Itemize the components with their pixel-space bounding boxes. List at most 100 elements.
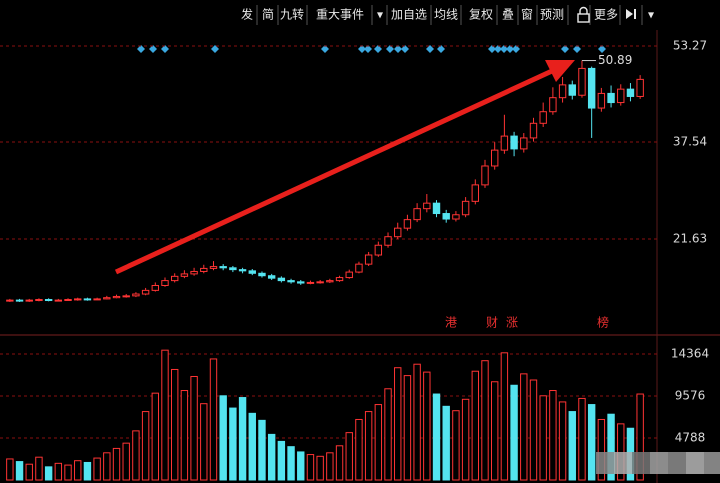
candle-body — [132, 293, 140, 297]
volume-bar — [44, 466, 53, 481]
toolbar: 发简九转 重大事件 ▾ 加自选 均线 复权叠窗预测 更多 ▾ — [241, 5, 654, 25]
toolbar-button[interactable]: 加自选 — [391, 8, 427, 22]
candle-body — [481, 165, 489, 186]
candle-body — [617, 88, 625, 104]
volume-bar — [481, 360, 489, 481]
candle-body — [209, 266, 218, 269]
candle-body — [394, 227, 402, 238]
candle-body — [471, 184, 480, 202]
toolbar-button[interactable]: 简 — [262, 8, 274, 22]
candle-body — [122, 295, 130, 298]
volume-bar — [520, 373, 528, 481]
candle-body — [287, 280, 295, 283]
volume-bar — [490, 381, 499, 481]
volume-bar — [15, 461, 24, 481]
volume-bar — [122, 442, 130, 481]
y-tick-label: 37.54 — [673, 134, 707, 148]
candle-body — [326, 280, 334, 283]
y-tick-label: 21.63 — [673, 231, 707, 245]
volume-bar — [219, 395, 227, 481]
candle-body — [248, 270, 256, 274]
expand-icon[interactable] — [626, 9, 636, 19]
volume-bar — [558, 401, 567, 481]
candle-body — [490, 149, 499, 167]
candle-body — [44, 299, 53, 302]
toolbar-button[interactable]: 均线 — [434, 8, 458, 22]
volume-bar — [452, 410, 460, 481]
candle-body — [200, 267, 208, 272]
volume-bar — [403, 375, 412, 481]
candle-body — [112, 295, 121, 299]
candle-body — [277, 277, 286, 282]
volume-bar — [384, 388, 392, 481]
candle-body — [442, 213, 450, 220]
candle-body — [384, 236, 392, 246]
candle-body — [93, 298, 101, 301]
volume-bar — [64, 464, 72, 481]
candle-body — [219, 266, 227, 269]
candle-body — [170, 275, 179, 282]
candle-body — [345, 271, 353, 279]
volume-bar — [335, 445, 344, 481]
lock-icon[interactable] — [577, 6, 590, 23]
candle-body — [403, 219, 412, 229]
volume-bar — [267, 433, 276, 481]
volume-bar — [355, 418, 363, 481]
candle-body — [520, 137, 528, 150]
volume-bar — [539, 395, 547, 481]
candle-body — [103, 297, 111, 300]
candle-body — [64, 299, 72, 302]
candle-body — [452, 214, 460, 220]
volume-bar — [297, 451, 305, 481]
candle-body — [190, 270, 198, 275]
volume-bar — [394, 367, 402, 481]
volume-bar — [132, 430, 140, 481]
toolbar-button[interactable]: 重大事件 — [316, 8, 364, 22]
plot-area: 21.63 37.54 53.27 50.89 港 财涨 榜 4788 9576 14364 — [0, 39, 709, 481]
y-tick-label: 4788 — [675, 431, 706, 445]
volume-bar — [74, 460, 82, 481]
event-annotation: 港 — [445, 316, 457, 330]
candle-body — [141, 289, 150, 295]
candle-body — [423, 202, 431, 210]
volume-bar — [83, 461, 92, 481]
volume-bar — [345, 432, 353, 481]
y-tick-label: 53.27 — [673, 39, 707, 53]
candle-body — [238, 269, 247, 272]
candle-body — [587, 67, 596, 109]
candle-body — [364, 254, 373, 265]
candle-body — [54, 299, 63, 302]
toolbar-button[interactable]: 复权 — [469, 8, 493, 22]
volume-bar — [200, 403, 208, 481]
toolbar-button[interactable]: 发 — [241, 7, 253, 22]
volume-bar — [25, 463, 33, 481]
toolbar-button[interactable]: ▾ — [377, 8, 383, 22]
candle-body — [355, 263, 363, 273]
toolbar-button[interactable]: 窗 — [521, 8, 533, 22]
volume-bar — [229, 407, 237, 481]
y-tick-label: 14364 — [671, 347, 709, 361]
candle-body — [306, 281, 315, 284]
candle-body — [25, 299, 33, 302]
volume-bar — [180, 390, 189, 481]
toolbar-button[interactable]: ▾ — [648, 8, 654, 22]
volume-bar — [549, 390, 557, 481]
toolbar-button[interactable]: 叠 — [502, 8, 514, 22]
trend-arrow — [114, 60, 575, 275]
toolbar-button[interactable]: 预测 — [540, 8, 564, 22]
candle-body — [15, 299, 24, 302]
volume-bar — [161, 349, 169, 481]
toolbar-button[interactable]: 更多 — [594, 8, 618, 22]
volume-bar — [35, 456, 43, 481]
candle-body — [500, 135, 509, 151]
volume-bar — [364, 411, 373, 481]
candle-body — [258, 272, 266, 277]
candle-body — [607, 92, 615, 104]
peak-label: 50.89 — [598, 53, 632, 67]
volume-bar — [93, 457, 101, 481]
toolbar-button[interactable]: 九转 — [280, 7, 304, 22]
volume-bar — [578, 397, 586, 481]
candle-body — [413, 208, 421, 221]
volume-bar — [141, 411, 150, 481]
